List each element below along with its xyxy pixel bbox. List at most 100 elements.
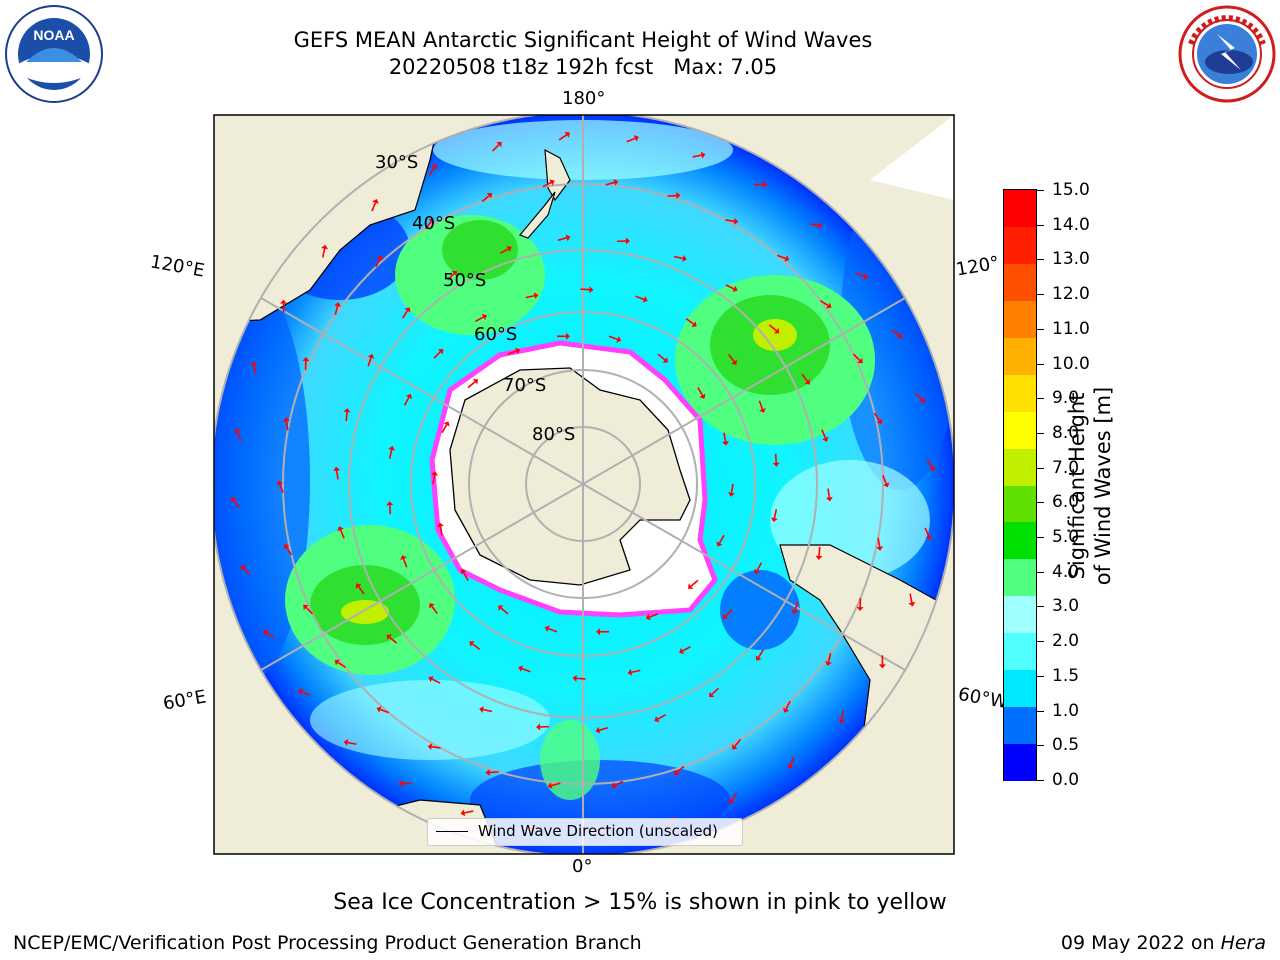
colorbar-tick-mark	[1036, 432, 1044, 434]
wind-arrow-head	[908, 601, 916, 607]
wind-arrow	[357, 586, 365, 595]
wind-arrow-head	[878, 664, 886, 669]
wind-arrow	[253, 365, 257, 375]
colorbar-cell	[1004, 521, 1036, 560]
wind-arrow-head	[815, 555, 823, 560]
wind-arrow	[605, 181, 615, 186]
wind-arrow-head	[376, 255, 384, 261]
map-frame	[213, 114, 955, 855]
colorbar-tick-label: 1.0	[1052, 700, 1080, 721]
wind-arrow-head	[404, 307, 411, 313]
wind-arrow-head	[825, 496, 833, 502]
wind-arrow	[852, 353, 861, 361]
wind-arrow-head	[654, 716, 660, 723]
wind-arrow	[305, 607, 314, 615]
colorbar-cell	[1004, 632, 1036, 670]
wind-arrow	[557, 237, 567, 242]
colorbar-tick-mark	[1036, 571, 1044, 573]
map-legend: Wind Wave Direction (unscaled)	[427, 818, 743, 846]
wind-arrow	[794, 601, 799, 611]
colorbar-cell	[1004, 300, 1036, 338]
wind-arrow-head	[763, 181, 768, 189]
wind-arrow	[682, 645, 691, 652]
wind-arrow	[576, 677, 586, 680]
wind-arrow-head	[398, 779, 403, 787]
wind-arrow-head	[282, 417, 290, 422]
wind-arrow-head	[386, 634, 392, 641]
wind-arrow	[657, 713, 667, 720]
wind-arrow	[840, 710, 844, 720]
wind-arrow	[521, 667, 531, 673]
wind-arrow-head	[496, 141, 502, 148]
wind-arrow	[367, 357, 372, 367]
wind-arrow-head	[876, 418, 883, 425]
wind-arrow	[626, 137, 636, 143]
wind-arrow-head	[240, 565, 247, 571]
wind-arrow-head	[437, 349, 444, 355]
wind-arrow	[789, 756, 795, 766]
wind-arrow	[827, 653, 832, 663]
wind-arrow-head	[817, 222, 823, 229]
wind-arrow	[243, 567, 251, 576]
wind-arrow-head	[589, 286, 594, 294]
wind-arrow	[734, 738, 742, 747]
colorbar-tick-mark	[1036, 502, 1044, 504]
wind-arrow	[756, 562, 763, 572]
wind-arrow-head	[753, 568, 761, 575]
wind-arrow-head	[283, 543, 290, 550]
wind-arrow-head	[919, 397, 926, 403]
wind-arrow	[371, 202, 377, 212]
colorbar-tick-mark	[1036, 363, 1044, 365]
lat-label-40s: 40°S	[412, 213, 456, 234]
wind-arrow	[891, 329, 900, 336]
wind-arrow	[525, 294, 535, 299]
colorbar-cell	[1004, 485, 1036, 523]
wind-arrow-head	[547, 782, 553, 789]
colorbar-tick-mark	[1036, 259, 1044, 261]
wind-arrow-head	[400, 555, 407, 561]
wind-arrow-head	[728, 798, 735, 804]
colorbar-cell	[1004, 263, 1036, 302]
legend-line-swatch	[436, 831, 468, 832]
wind-arrow-head	[367, 353, 375, 359]
wind-arrow-head	[372, 199, 379, 205]
wind-arrow-head	[486, 193, 493, 199]
wind-arrow-head	[642, 296, 648, 303]
wind-arrow	[402, 558, 408, 568]
wind-arrow-head	[250, 361, 258, 367]
wind-arrow-head	[787, 763, 794, 769]
wind-arrow	[673, 255, 684, 260]
wind-arrow-head	[682, 254, 687, 262]
wind-arrow-head	[759, 407, 766, 413]
run-date-text: 09 May 2022 on	[1060, 932, 1215, 954]
wind-arrow	[431, 678, 441, 684]
wind-arrow	[334, 305, 339, 315]
wind-arrow-head	[343, 739, 349, 746]
colorbar-tick-label: 4.0	[1052, 561, 1080, 582]
wind-arrow-head	[722, 613, 729, 619]
wind-arrow	[335, 470, 339, 480]
wind-arrow-field	[230, 131, 936, 837]
wind-arrow-head	[733, 217, 739, 225]
wind-arrow-head	[343, 408, 351, 413]
colorbar-cell	[1004, 743, 1036, 781]
colorbar-tick-mark	[1036, 467, 1044, 469]
wind-arrow	[882, 475, 887, 484]
wind-arrow	[462, 572, 469, 581]
wind-arrow	[723, 432, 727, 442]
wind-arrow	[926, 459, 933, 469]
wind-arrow-head	[479, 706, 484, 714]
wind-arrow-head	[437, 522, 444, 528]
wind-arrow	[757, 649, 765, 658]
branch-credit: NCEP/EMC/Verification Post Processing Pr…	[13, 932, 642, 954]
colorbar-tick-label: 2.0	[1052, 631, 1080, 652]
wind-arrow	[475, 316, 484, 323]
wind-arrow	[692, 154, 702, 158]
new-zealand-south-land	[518, 191, 556, 239]
wind-arrow	[499, 248, 509, 255]
map-subtitle: 20220508 t18z 192h fcst Max: 7.05	[388, 55, 778, 79]
colorbar-tick-label: 9.0	[1052, 388, 1080, 409]
colorbar-tick-label: 13.0	[1052, 249, 1090, 270]
wind-arrow	[711, 687, 720, 695]
wind-arrow	[667, 194, 677, 197]
